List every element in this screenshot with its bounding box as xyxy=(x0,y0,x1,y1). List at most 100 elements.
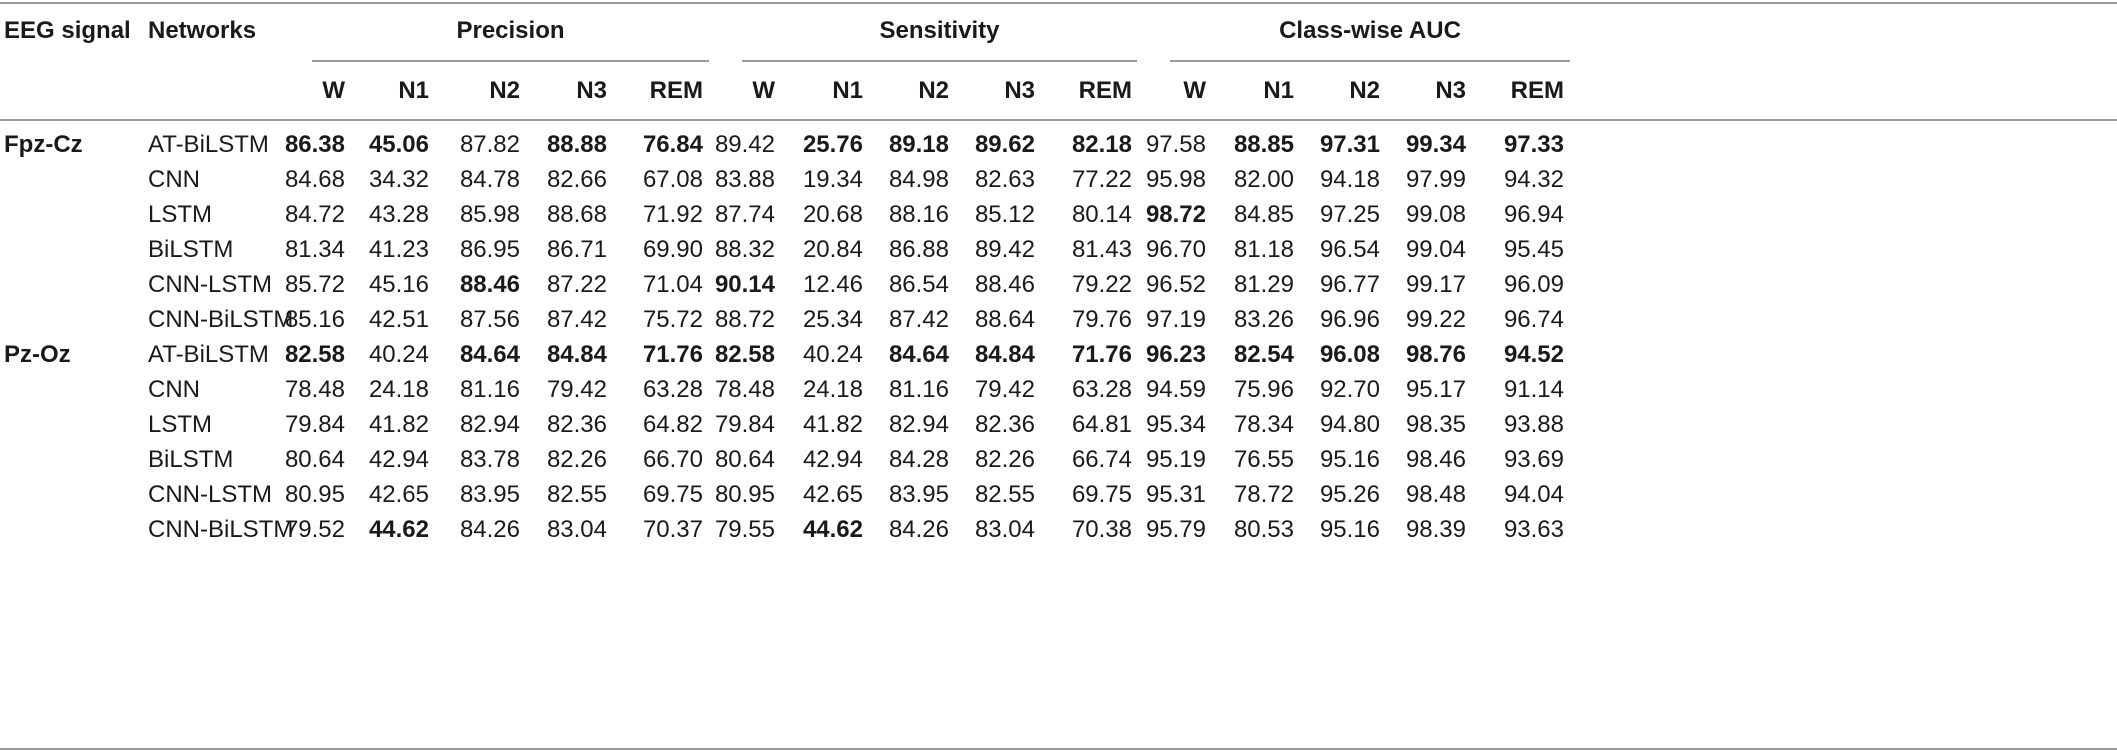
network-name: CNN-LSTM xyxy=(148,271,272,298)
metric-cell: 85.12 xyxy=(974,201,1035,228)
metric-cell: 95.31 xyxy=(1145,481,1206,508)
metric-cell: 87.22 xyxy=(546,271,607,298)
metric-cell: 78.72 xyxy=(1233,481,1294,508)
metric-cell: 82.36 xyxy=(974,411,1035,438)
class-header: N1 xyxy=(398,77,429,104)
metric-cell: 71.76 xyxy=(1071,341,1132,368)
metric-cell: 12.46 xyxy=(802,271,863,298)
metric-cell: 96.54 xyxy=(1319,236,1380,263)
metric-cell: 88.68 xyxy=(546,201,607,228)
metric-cell: 71.92 xyxy=(642,201,703,228)
auc-group-rule xyxy=(1170,60,1570,62)
metric-cell: 88.64 xyxy=(974,306,1035,333)
metric-cell: 83.04 xyxy=(974,516,1035,543)
metric-cell: 99.08 xyxy=(1405,201,1466,228)
metric-cell: 45.06 xyxy=(368,131,429,158)
metric-cell: 83.95 xyxy=(459,481,520,508)
metric-cell: 64.82 xyxy=(642,411,703,438)
metric-cell: 75.96 xyxy=(1233,376,1294,403)
metric-cell: 94.59 xyxy=(1145,376,1206,403)
metric-cell: 79.22 xyxy=(1071,271,1132,298)
metric-cell: 43.28 xyxy=(368,201,429,228)
metric-cell: 81.16 xyxy=(888,376,949,403)
metric-cell: 89.42 xyxy=(974,236,1035,263)
metric-cell: 87.42 xyxy=(546,306,607,333)
metric-cell: 96.09 xyxy=(1503,271,1564,298)
metric-cell: 71.04 xyxy=(642,271,703,298)
metric-cell: 86.54 xyxy=(888,271,949,298)
metric-cell: 93.88 xyxy=(1503,411,1564,438)
class-wise-auc-header: Class-wise AUC xyxy=(1279,17,1461,44)
metric-cell: 88.46 xyxy=(459,271,520,298)
network-name: CNN xyxy=(148,166,200,193)
metric-cell: 87.74 xyxy=(714,201,775,228)
metric-cell: 85.98 xyxy=(459,201,520,228)
eeg-signal-header: EEG signal xyxy=(4,17,131,44)
metric-cell: 95.79 xyxy=(1145,516,1206,543)
metric-cell: 98.72 xyxy=(1145,201,1206,228)
metric-cell: 86.71 xyxy=(546,236,607,263)
metric-cell: 96.96 xyxy=(1319,306,1380,333)
metric-cell: 84.64 xyxy=(888,341,949,368)
metric-cell: 19.34 xyxy=(802,166,863,193)
metric-cell: 44.62 xyxy=(802,516,863,543)
metric-cell: 96.74 xyxy=(1503,306,1564,333)
metric-cell: 78.48 xyxy=(284,376,345,403)
metric-cell: 81.16 xyxy=(459,376,520,403)
metric-cell: 97.99 xyxy=(1405,166,1466,193)
metric-cell: 80.14 xyxy=(1071,201,1132,228)
class-header: N2 xyxy=(489,77,520,104)
network-name: CNN-BiLSTM xyxy=(148,516,294,543)
metric-cell: 95.34 xyxy=(1145,411,1206,438)
class-header: N3 xyxy=(1004,77,1035,104)
metric-cell: 42.94 xyxy=(368,446,429,473)
metric-cell: 34.32 xyxy=(368,166,429,193)
network-name: AT-BiLSTM xyxy=(148,131,269,158)
metric-cell: 70.38 xyxy=(1071,516,1132,543)
metric-cell: 80.53 xyxy=(1233,516,1294,543)
metric-cell: 88.72 xyxy=(714,306,775,333)
metric-cell: 92.70 xyxy=(1319,376,1380,403)
metric-cell: 82.94 xyxy=(459,411,520,438)
eeg-signal-label: Fpz-Cz xyxy=(4,131,83,158)
metric-cell: 80.95 xyxy=(284,481,345,508)
metric-cell: 86.88 xyxy=(888,236,949,263)
metric-cell: 83.88 xyxy=(714,166,775,193)
sensitivity-group-rule xyxy=(742,60,1137,62)
metric-cell: 88.32 xyxy=(714,236,775,263)
metric-cell: 40.24 xyxy=(368,341,429,368)
metric-cell: 89.18 xyxy=(888,131,949,158)
metric-cell: 89.42 xyxy=(714,131,775,158)
metric-cell: 82.66 xyxy=(546,166,607,193)
sensitivity-header: Sensitivity xyxy=(879,17,1000,44)
metric-cell: 96.23 xyxy=(1145,341,1206,368)
metric-cell: 82.55 xyxy=(974,481,1035,508)
class-header: W xyxy=(1183,77,1206,104)
metric-cell: 82.26 xyxy=(974,446,1035,473)
metric-cell: 25.34 xyxy=(802,306,863,333)
metric-cell: 66.74 xyxy=(1071,446,1132,473)
metric-cell: 76.55 xyxy=(1233,446,1294,473)
metric-cell: 88.46 xyxy=(974,271,1035,298)
metric-cell: 41.82 xyxy=(802,411,863,438)
metric-cell: 98.39 xyxy=(1405,516,1466,543)
metric-cell: 79.84 xyxy=(714,411,775,438)
metric-cell: 70.37 xyxy=(642,516,703,543)
metric-cell: 96.70 xyxy=(1145,236,1206,263)
class-header: REM xyxy=(1078,77,1132,104)
class-header: N3 xyxy=(576,77,607,104)
metric-cell: 83.78 xyxy=(459,446,520,473)
class-header: W xyxy=(752,77,775,104)
metric-cell: 99.04 xyxy=(1405,236,1466,263)
metric-cell: 83.04 xyxy=(546,516,607,543)
network-name: LSTM xyxy=(148,411,213,438)
metric-cell: 93.63 xyxy=(1503,516,1564,543)
metric-cell: 81.43 xyxy=(1071,236,1132,263)
metric-cell: 89.62 xyxy=(974,131,1035,158)
metric-cell: 87.42 xyxy=(888,306,949,333)
metric-cell: 82.55 xyxy=(546,481,607,508)
metric-cell: 84.78 xyxy=(459,166,520,193)
metric-cell: 41.23 xyxy=(368,236,429,263)
metric-cell: 24.18 xyxy=(368,376,429,403)
